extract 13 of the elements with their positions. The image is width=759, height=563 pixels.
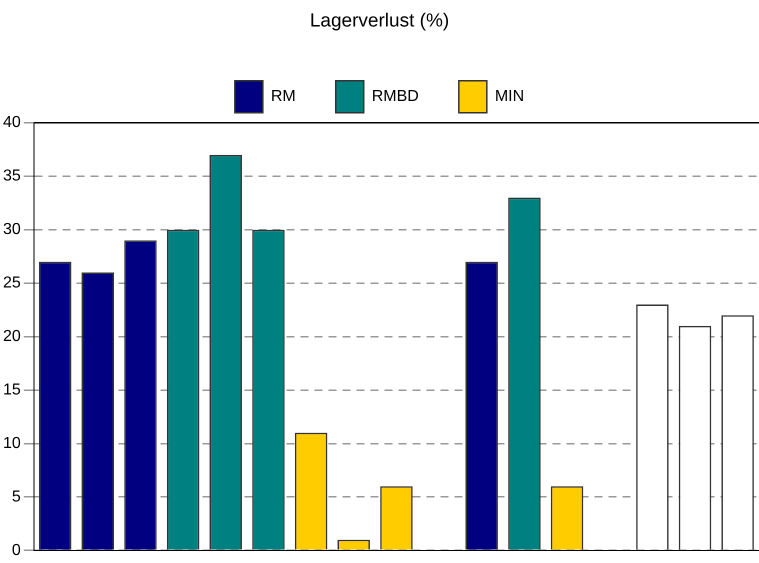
legend-label: RM bbox=[270, 88, 296, 106]
y-tick-label: 30 bbox=[3, 221, 21, 238]
y-tick-label: 20 bbox=[3, 328, 21, 346]
y-tick-label: 0 bbox=[12, 542, 21, 559]
legend-label: RMBD bbox=[372, 88, 419, 106]
y-tick-label: 35 bbox=[3, 168, 21, 185]
y-tick-label: 40 bbox=[3, 114, 21, 132]
y-tick-label: 10 bbox=[3, 434, 21, 452]
chart-title: Lagerverlust (%) bbox=[310, 10, 450, 32]
y-tick-label: 5 bbox=[12, 488, 21, 506]
legend-label: MIN bbox=[494, 88, 524, 106]
y-tick-label: 25 bbox=[3, 274, 21, 292]
y-tick-label: 15 bbox=[3, 381, 21, 398]
